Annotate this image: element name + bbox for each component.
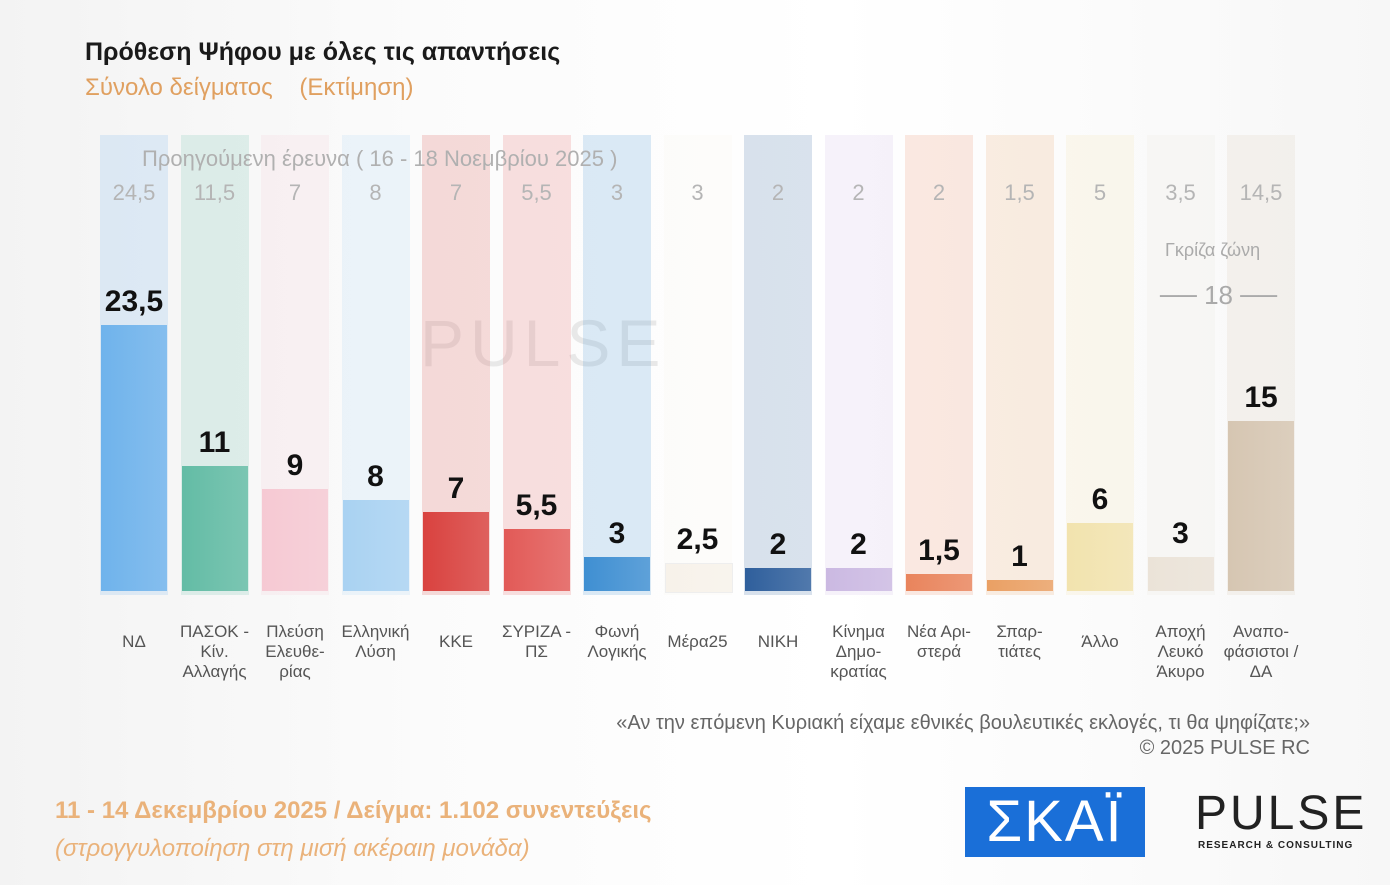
category-label: ΝΙΚΗ (757, 632, 799, 651)
bar (986, 579, 1053, 591)
category-label: Πλεύση Ελευθε- ρίας (265, 622, 325, 681)
previous-value: 3,5 (1165, 180, 1196, 205)
category-label: Φωνή Λογικής (587, 622, 647, 661)
previous-value: 2 (932, 180, 946, 205)
category-label: Αναπο- φάσιστοι / ΔΑ (1223, 622, 1299, 681)
data-label: 11 (198, 426, 231, 460)
category-label: Σπαρ- τιάτες (996, 622, 1043, 661)
previous-value: 14,5 (1239, 180, 1283, 205)
previous-value: 1,5 (1004, 180, 1035, 205)
data-label: 7 (447, 471, 465, 505)
previous-value: 8 (369, 180, 382, 205)
bar (1147, 557, 1214, 591)
pulse-logo-subtitle: RESEARCH & CONSULTING (1198, 840, 1354, 851)
data-label: 2,5 (676, 522, 719, 556)
previous-value: 7 (449, 180, 463, 205)
bar (825, 568, 892, 591)
bar (181, 466, 248, 591)
bar (1228, 421, 1294, 591)
category-label: ΚΚΕ (438, 632, 474, 651)
previous-value: 3 (610, 180, 624, 205)
bar (503, 528, 570, 591)
data-label: 9 (286, 449, 304, 483)
data-label: 1 (1011, 539, 1028, 573)
data-label: 3 (1172, 517, 1189, 551)
data-label: 2 (850, 528, 867, 562)
data-label: 6 (1091, 483, 1109, 517)
category-label: ΣΥΡΙΖΑ - ΠΣ (501, 622, 572, 661)
category-label: ΝΔ (122, 632, 146, 651)
column-background (744, 135, 812, 595)
bar (745, 568, 811, 591)
footer-dates: 11 - 14 Δεκεμβρίου 2025 / Δείγμα: 1.102 … (55, 797, 652, 824)
column-background (1066, 135, 1134, 595)
data-label: 3 (608, 517, 626, 551)
previous-value: 2 (852, 180, 865, 205)
grey-zone-value: ── 18 ── (1160, 280, 1278, 310)
column-background (583, 135, 651, 595)
bar (664, 562, 733, 593)
previous-survey-title: Προηγούμενη έρευνα ( 16 - 18 Νοεμβρίου 2… (142, 146, 618, 171)
previous-value: 24,5 (112, 180, 156, 205)
survey-question: «Αν την επόμενη Κυριακή είχαμε εθνικές β… (616, 712, 1310, 734)
category-label: Νέα Αρι- στερά (907, 622, 971, 661)
column-background (1146, 135, 1215, 595)
footer-note: (στρογγυλοποίηση στη μισή ακέραιη μονάδα… (55, 835, 530, 862)
watermark: PULSE (420, 306, 667, 380)
data-label: 1,5 (918, 534, 960, 568)
previous-value: 3 (691, 180, 704, 205)
category-label: Ελληνική Λύση (341, 622, 410, 661)
category-label: Άλλο (1081, 632, 1119, 651)
previous-value: 11,5 (193, 180, 236, 205)
chart-title: Πρόθεση Ψήφου με όλες τις απαντήσεις (85, 38, 561, 66)
column-background (985, 135, 1054, 595)
column-background (663, 135, 732, 595)
grey-zone-label: Γκρίζα ζώνη (1165, 240, 1261, 260)
previous-value: 5 (1093, 180, 1107, 205)
column-background (502, 135, 571, 595)
data-label: 2 (769, 528, 787, 562)
column-background (824, 135, 893, 595)
bar (101, 325, 167, 591)
pulse-logo: PULSE (1195, 787, 1368, 840)
data-label: 5,5 (515, 488, 558, 522)
bar (342, 500, 409, 591)
column-background (905, 135, 973, 595)
data-label: 8 (367, 460, 384, 494)
previous-value: 7 (288, 180, 302, 205)
category-label: Μέρα25 (667, 632, 728, 651)
previous-value: 2 (771, 180, 785, 205)
chart-subtitle: Σύνολο δείγματος (Εκτίμηση) (85, 74, 414, 101)
category-label: Αποχή Λευκό Άκυρο (1155, 622, 1206, 681)
bar (906, 574, 972, 591)
bar (262, 489, 328, 591)
data-label: 23,5 (104, 285, 164, 318)
previous-value: 5,5 (521, 180, 552, 205)
grey-zone-number: 18 (1204, 280, 1233, 310)
copyright: © 2025 PULSE RC (1139, 737, 1310, 759)
skai-logo: ΣΚΑΪ (965, 787, 1145, 857)
bar (1067, 523, 1133, 591)
bar (584, 557, 650, 591)
category-label: Κίνημα Δημο- κρατίας (830, 622, 887, 681)
data-label: 15 (1244, 381, 1278, 415)
bar (423, 511, 489, 591)
category-label: ΠΑΣΟΚ - Κίν. Αλλαγής (179, 622, 250, 681)
